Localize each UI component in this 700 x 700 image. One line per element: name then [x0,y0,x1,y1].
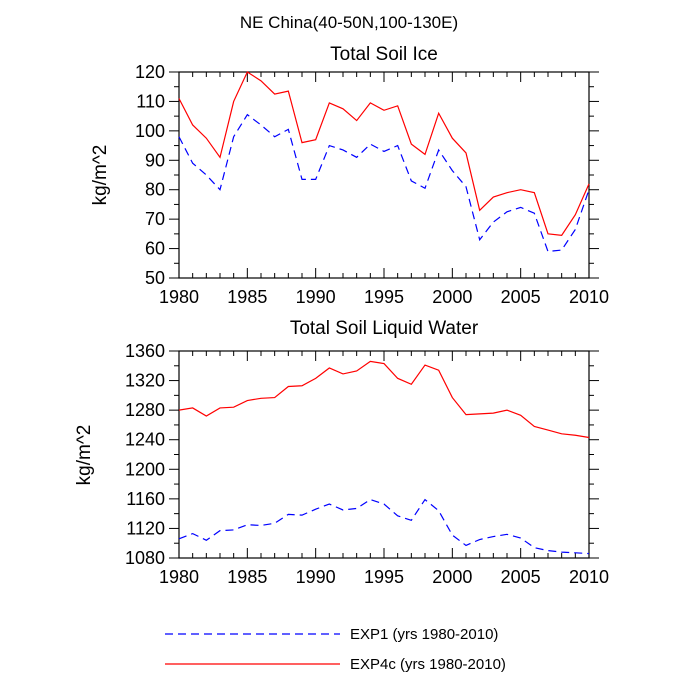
x-tick-label: 2010 [569,567,609,587]
y-tick-label: 50 [145,268,165,288]
series-line-exp4c [178,71,590,236]
plot-area: 1980 1985 1990 1995 2000 2005 2010 50 60 70 80 90 10… [135,62,609,307]
x-tick-label: 1985 [227,287,267,307]
x-tick-label: 1990 [296,287,336,307]
legend: EXP1 (yrs 1980-2010) EXP4c (yrs 1980-201… [165,626,506,673]
y-tick-label: 1280 [125,400,165,420]
y-tick-label: 60 [145,239,165,259]
y-tick-label: 1240 [125,430,165,450]
panel-total-soil-liquid-water: Total Soil Liquid Water kg/m^2 1980 1985 1… [74,318,609,587]
y-tick-label: 1320 [125,371,165,391]
y-tick-label: 110 [136,91,165,111]
x-tick-label: 1990 [296,567,336,587]
x-tick-label: 2000 [432,567,472,587]
x-tick-label: 2010 [569,287,609,307]
y-tick-label: 1120 [126,518,165,538]
y-tick-label: 90 [145,150,165,170]
x-tick-label: 1980 [159,287,199,307]
series-line-exp4c [178,360,590,439]
series-line-exp1 [178,498,590,555]
legend-label-exp1: EXP1 (yrs 1980-2010) [350,626,498,643]
y-axis-label: kg/m^2 [90,145,111,206]
y-tick-label: 1200 [125,459,165,479]
y-tick-label: 120 [135,62,165,82]
panel-total-soil-ice: Total Soil Ice kg/m^2 1980 1985 1990 1995 20… [90,44,609,307]
plot-area: 1980 1985 1990 1995 2000 2005 2010 1080 1120 1160… [125,341,609,587]
plot-frame [178,71,590,279]
figure-title: NE China(40-50N,100-130E) [240,13,458,32]
y-tick-label: 1080 [125,548,165,568]
x-tick-label: 1995 [364,287,404,307]
x-tick-label: 1995 [364,567,404,587]
x-tick-label: 2000 [432,287,472,307]
panel-title: Total Soil Ice [330,44,438,65]
y-axis-label: kg/m^2 [74,425,95,486]
y-tick-label: 80 [145,180,165,200]
y-tick-label: 100 [135,121,165,141]
series-line-exp1 [178,113,590,253]
y-tick-label: 70 [145,209,165,229]
x-tick-label: 1985 [227,567,267,587]
x-tick-label: 2005 [501,287,541,307]
panel-title: Total Soil Liquid Water [290,318,479,339]
y-tick-label: 1360 [125,341,165,361]
x-tick-label: 1980 [159,567,199,587]
x-tick-label: 2005 [501,567,541,587]
legend-label-exp4c: EXP4c (yrs 1980-2010) [350,656,506,673]
y-tick-label: 1160 [126,489,165,509]
